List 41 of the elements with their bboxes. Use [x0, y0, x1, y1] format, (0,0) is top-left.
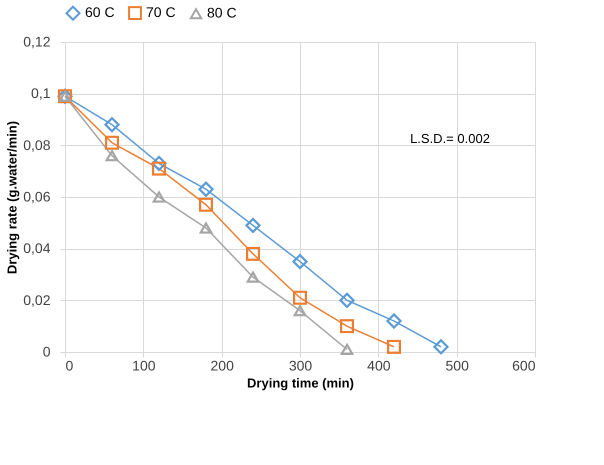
- point: [245, 218, 261, 234]
- point: [106, 150, 118, 162]
- y-tick-label: 0,1: [31, 85, 51, 102]
- point: [292, 254, 308, 270]
- x-tick-label: 100: [132, 358, 156, 374]
- x-axis-title: Drying time (min): [247, 376, 354, 390]
- x-tick-label: 300: [288, 358, 312, 374]
- legend-label: 70 C: [146, 4, 176, 20]
- point: [386, 340, 402, 354]
- point: [152, 191, 166, 203]
- x-tick-label: 600: [512, 358, 536, 374]
- y-axis-title: Drying rate (g.water/min): [4, 120, 20, 274]
- annotation: L.S.D.= 0.002: [410, 131, 490, 146]
- x-tick-label: 400: [367, 358, 391, 374]
- legend-label: 60 C: [85, 4, 115, 20]
- legend-label: 80 C: [207, 4, 237, 21]
- x-tick-label: 0: [66, 358, 74, 374]
- y-tick-label: 0,06: [23, 188, 51, 204]
- point: [198, 182, 214, 197]
- point: [433, 339, 449, 354]
- point: [104, 117, 120, 132]
- y-tick-label: 0: [42, 344, 51, 360]
- point: [292, 290, 308, 305]
- point: [200, 222, 212, 234]
- point: [294, 305, 306, 316]
- point: [152, 162, 166, 176]
- point: [340, 344, 354, 356]
- x-tick-label: 500: [445, 358, 470, 374]
- y-tick-label: 0,08: [23, 136, 51, 153]
- y-tick-label: 0,12: [23, 34, 51, 50]
- point: [151, 156, 167, 172]
- y-tick-label: 0,04: [23, 240, 51, 256]
- point: [246, 271, 260, 283]
- point: [340, 319, 354, 334]
- point: [339, 292, 355, 308]
- point: [198, 198, 214, 212]
- point: [386, 313, 402, 329]
- x-tick-label: 200: [210, 358, 234, 374]
- point: [104, 136, 120, 150]
- point: [246, 246, 260, 261]
- y-tick-label: 0,02: [23, 292, 51, 308]
